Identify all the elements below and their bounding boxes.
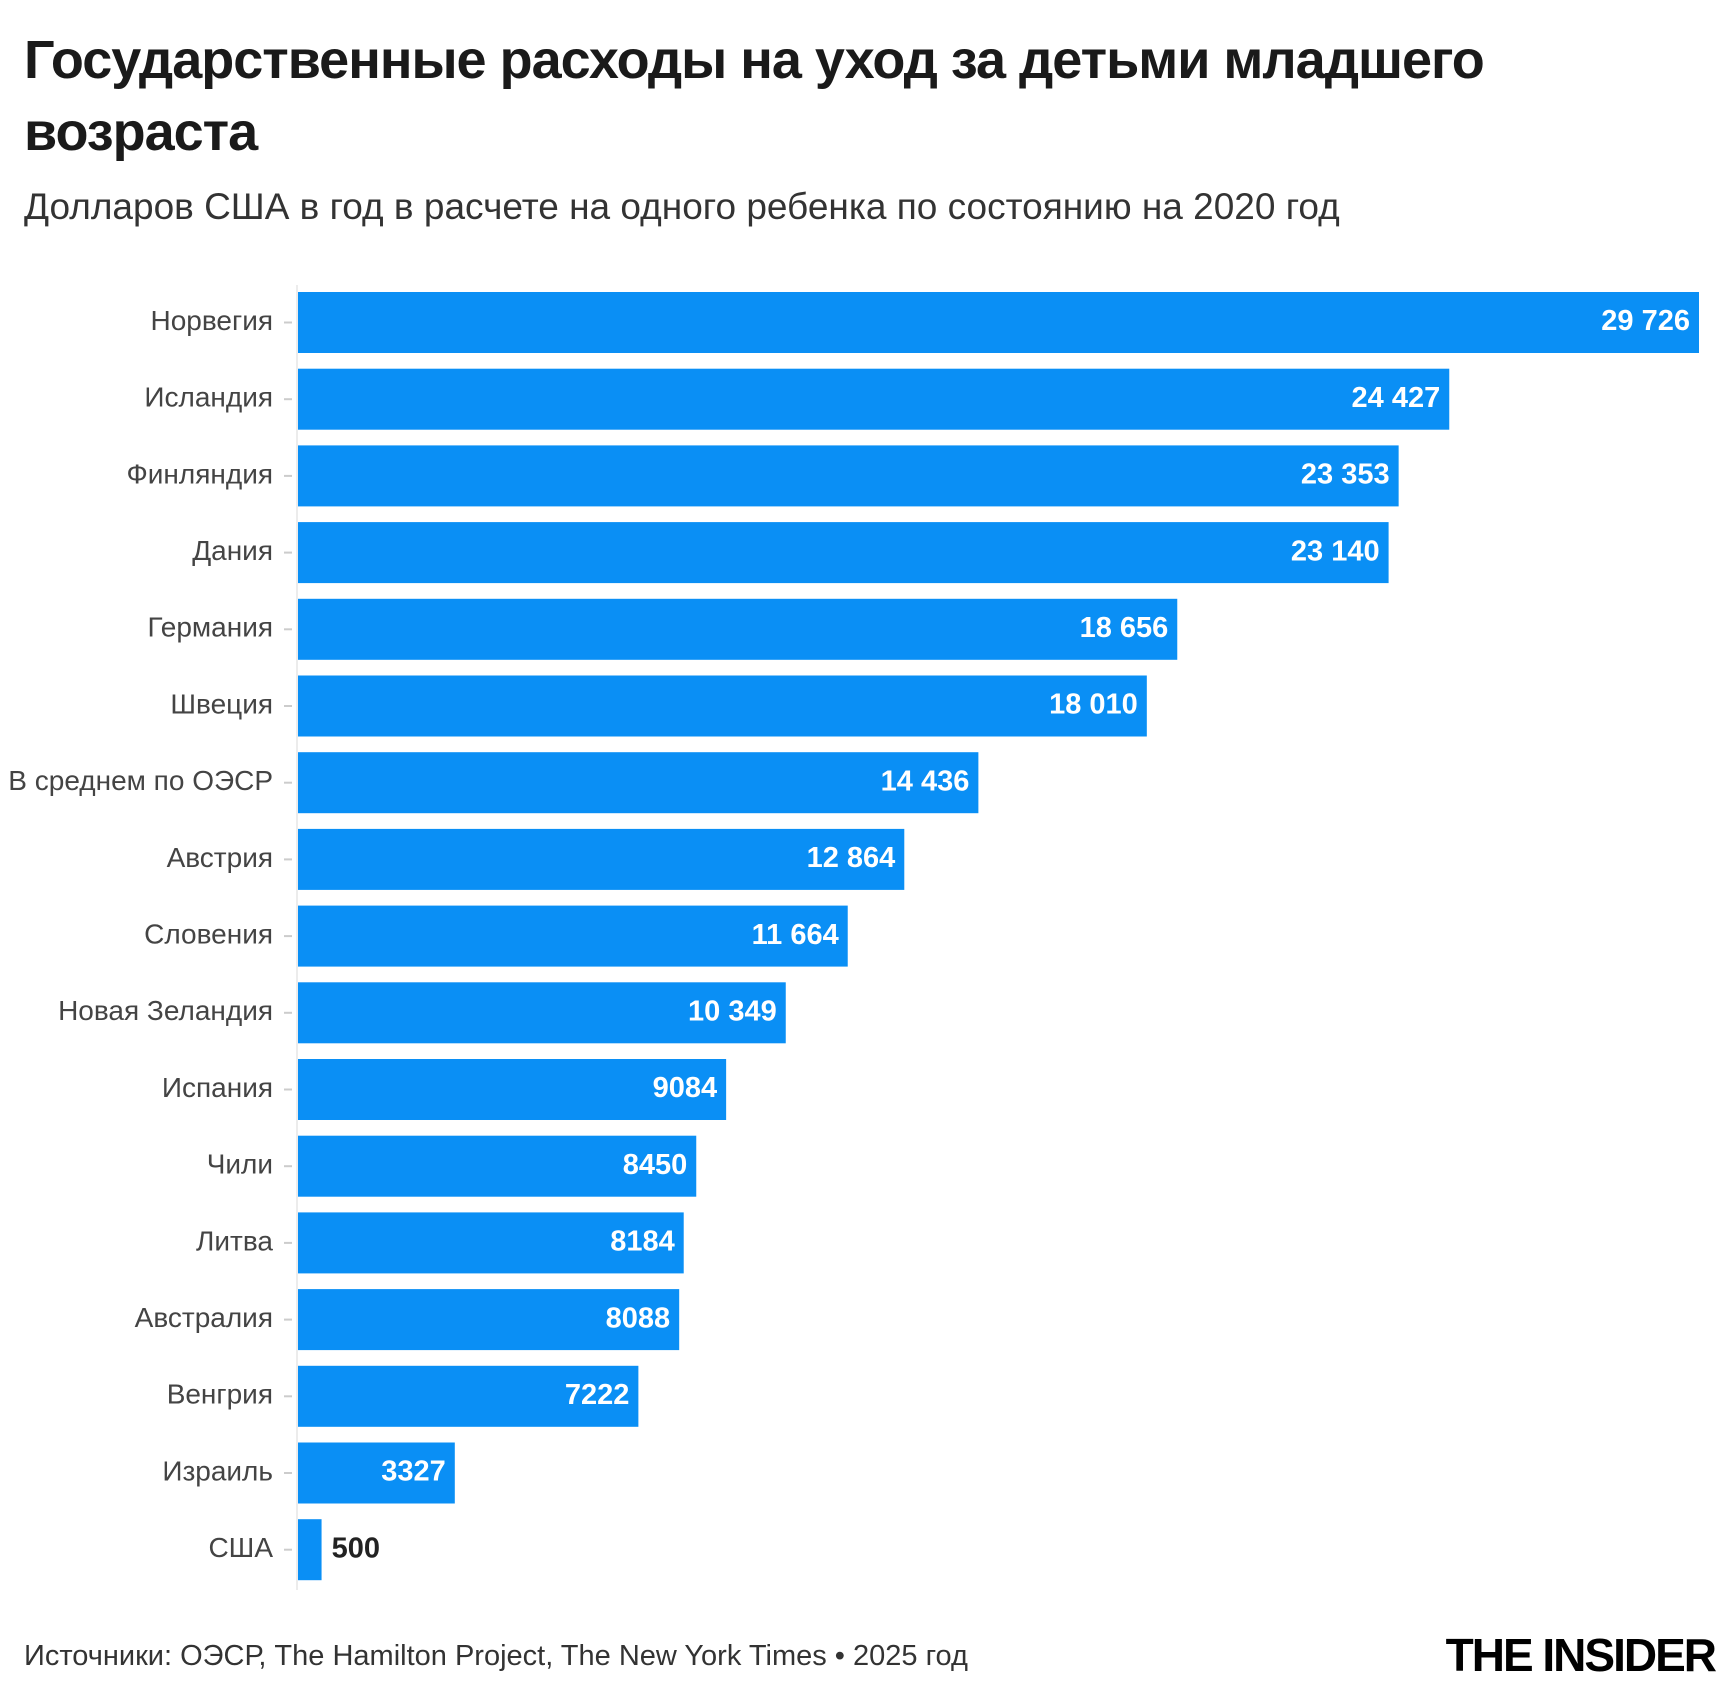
value-label: 3327 <box>381 1456 446 1488</box>
bar <box>298 828 905 890</box>
bar <box>298 1212 684 1274</box>
value-label: 9084 <box>653 1072 718 1104</box>
bar <box>298 522 1389 584</box>
value-label: 18 656 <box>1080 612 1169 644</box>
value-label: 23 140 <box>1291 535 1380 567</box>
category-label: Испания <box>162 1072 273 1103</box>
category-label: Литва <box>196 1225 273 1256</box>
bar <box>298 1442 455 1504</box>
category-label: Норвегия <box>150 305 273 336</box>
value-label: 8088 <box>606 1302 671 1334</box>
category-label: Израиль <box>162 1455 273 1486</box>
bar <box>298 598 1178 660</box>
category-label: Швеция <box>170 688 273 719</box>
category-label: Новая Зеландия <box>58 995 273 1026</box>
value-label: 10 349 <box>688 995 777 1027</box>
category-label: Австрия <box>167 842 273 873</box>
category-label: Исландия <box>144 382 273 413</box>
bar <box>298 368 1450 430</box>
chart-subtitle: Долларов США в год в расчете на одного р… <box>24 186 1340 227</box>
category-label: Финляндия <box>127 458 274 489</box>
category-label: Словения <box>144 918 273 949</box>
value-label: 8184 <box>610 1226 675 1258</box>
value-label: 23 353 <box>1301 459 1390 491</box>
value-label: 8450 <box>623 1149 688 1181</box>
category-label: Дания <box>192 535 273 566</box>
chart-title: Государственные расходы на уход за детьм… <box>24 30 1485 162</box>
value-label: 24 427 <box>1352 382 1441 414</box>
category-label: США <box>208 1532 273 1563</box>
logo: THE INSIDER <box>1445 1629 1717 1681</box>
bar <box>298 1519 322 1581</box>
bar <box>298 982 786 1044</box>
bar <box>298 905 848 967</box>
category-label: Австралия <box>135 1302 273 1333</box>
category-label: Германия <box>147 612 273 643</box>
value-label: 14 436 <box>881 765 970 797</box>
bar <box>298 1289 680 1351</box>
category-label: В среднем по ОЭСР <box>8 765 273 796</box>
value-label: 500 <box>332 1532 380 1564</box>
bar <box>298 675 1147 737</box>
value-label: 29 726 <box>1601 305 1690 337</box>
value-label: 7222 <box>565 1379 630 1411</box>
source-note: Источники: ОЭСР, The Hamilton Project, T… <box>24 1640 968 1672</box>
value-label: 11 664 <box>752 919 839 951</box>
bar <box>298 445 1399 507</box>
category-label: Венгрия <box>167 1379 273 1410</box>
bar <box>298 292 1699 353</box>
value-label: 18 010 <box>1049 689 1138 721</box>
category-label: Чили <box>207 1149 273 1180</box>
bar <box>298 1135 697 1197</box>
bar <box>298 1365 639 1427</box>
bar <box>298 752 979 814</box>
bar <box>298 1059 727 1120</box>
value-label: 12 864 <box>807 842 896 874</box>
